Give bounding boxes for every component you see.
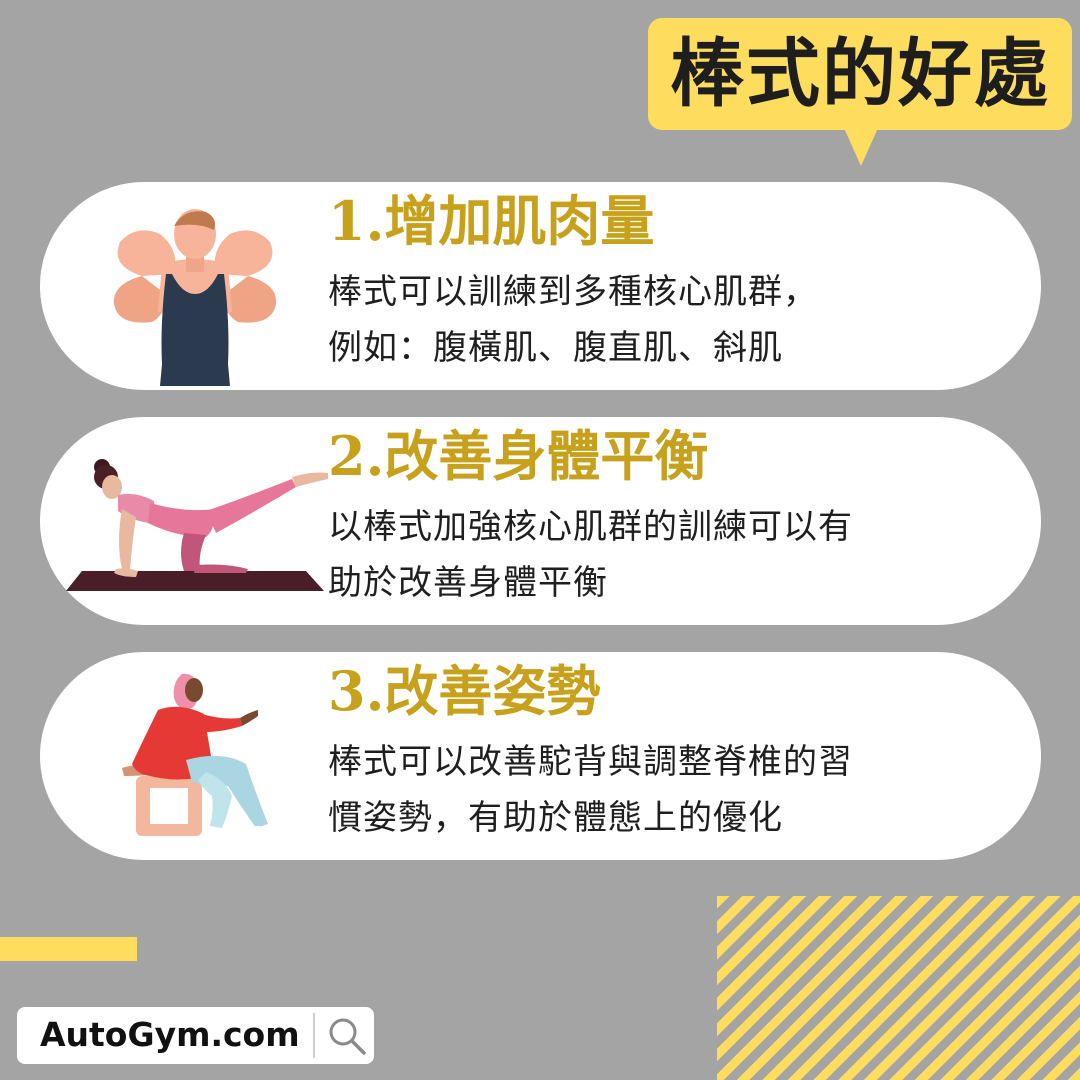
- benefit-description-2: 以棒式加強核心肌群的訓練可以有 助於改善身體平衡: [328, 499, 968, 611]
- woman-sitting-icon: [122, 673, 282, 840]
- benefit-description-3: 棒式可以改善駝背與調整脊椎的習 慣姿勢，有助於體態上的優化: [328, 734, 968, 846]
- benefit-description-1: 棒式可以訓練到多種核心肌群， 例如：腹橫肌、腹直肌、斜肌: [328, 264, 968, 376]
- site-name: AutoGym.com: [40, 1015, 300, 1054]
- description-line: 棒式可以訓練到多種核心肌群，: [328, 272, 818, 312]
- benefit-card-1: 1.增加肌肉量 棒式可以訓練到多種核心肌群， 例如：腹橫肌、腹直肌、斜肌: [40, 182, 1041, 390]
- title-speech-bubble: 棒式的好處: [648, 18, 1072, 166]
- description-line: 棒式可以改善駝背與調整脊椎的習: [328, 742, 853, 782]
- diagonal-stripes-decoration: [717, 896, 1080, 1080]
- description-line: 例如：腹橫肌、腹直肌、斜肌: [328, 328, 783, 368]
- search-icon[interactable]: [325, 1014, 369, 1058]
- benefit-card-3: 3.改善姿勢 棒式可以改善駝背與調整脊椎的習 慣姿勢，有助於體態上的優化: [40, 652, 1041, 860]
- woman-balance-exercise-icon: [66, 459, 328, 591]
- yellow-bar-decoration: [0, 937, 137, 961]
- page-title: 棒式的好處: [670, 31, 1050, 117]
- benefit-heading-1: 1.增加肌肉量: [328, 189, 655, 253]
- benefit-card-2: 2.改善身體平衡 以棒式加強核心肌群的訓練可以有 助於改善身體平衡: [40, 417, 1041, 625]
- muscular-man-icon: [113, 209, 277, 386]
- benefit-heading-2: 2.改善身體平衡: [328, 424, 709, 488]
- logo-divider: [313, 1013, 315, 1058]
- benefit-heading-3: 3.改善姿勢: [328, 659, 601, 723]
- description-line: 以棒式加強核心肌群的訓練可以有: [328, 507, 853, 547]
- description-line: 助於改善身體平衡: [328, 563, 608, 603]
- description-line: 慣姿勢，有助於體態上的優化: [328, 798, 783, 838]
- site-logo-searchbar[interactable]: AutoGym.com: [17, 1007, 374, 1064]
